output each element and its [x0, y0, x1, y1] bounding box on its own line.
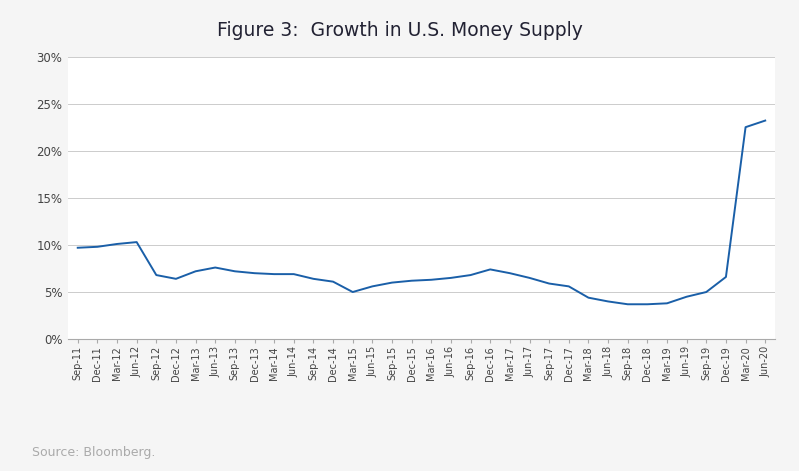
Text: Source: Bloomberg.: Source: Bloomberg. — [32, 446, 155, 459]
Text: Figure 3:  Growth in U.S. Money Supply: Figure 3: Growth in U.S. Money Supply — [217, 21, 582, 40]
